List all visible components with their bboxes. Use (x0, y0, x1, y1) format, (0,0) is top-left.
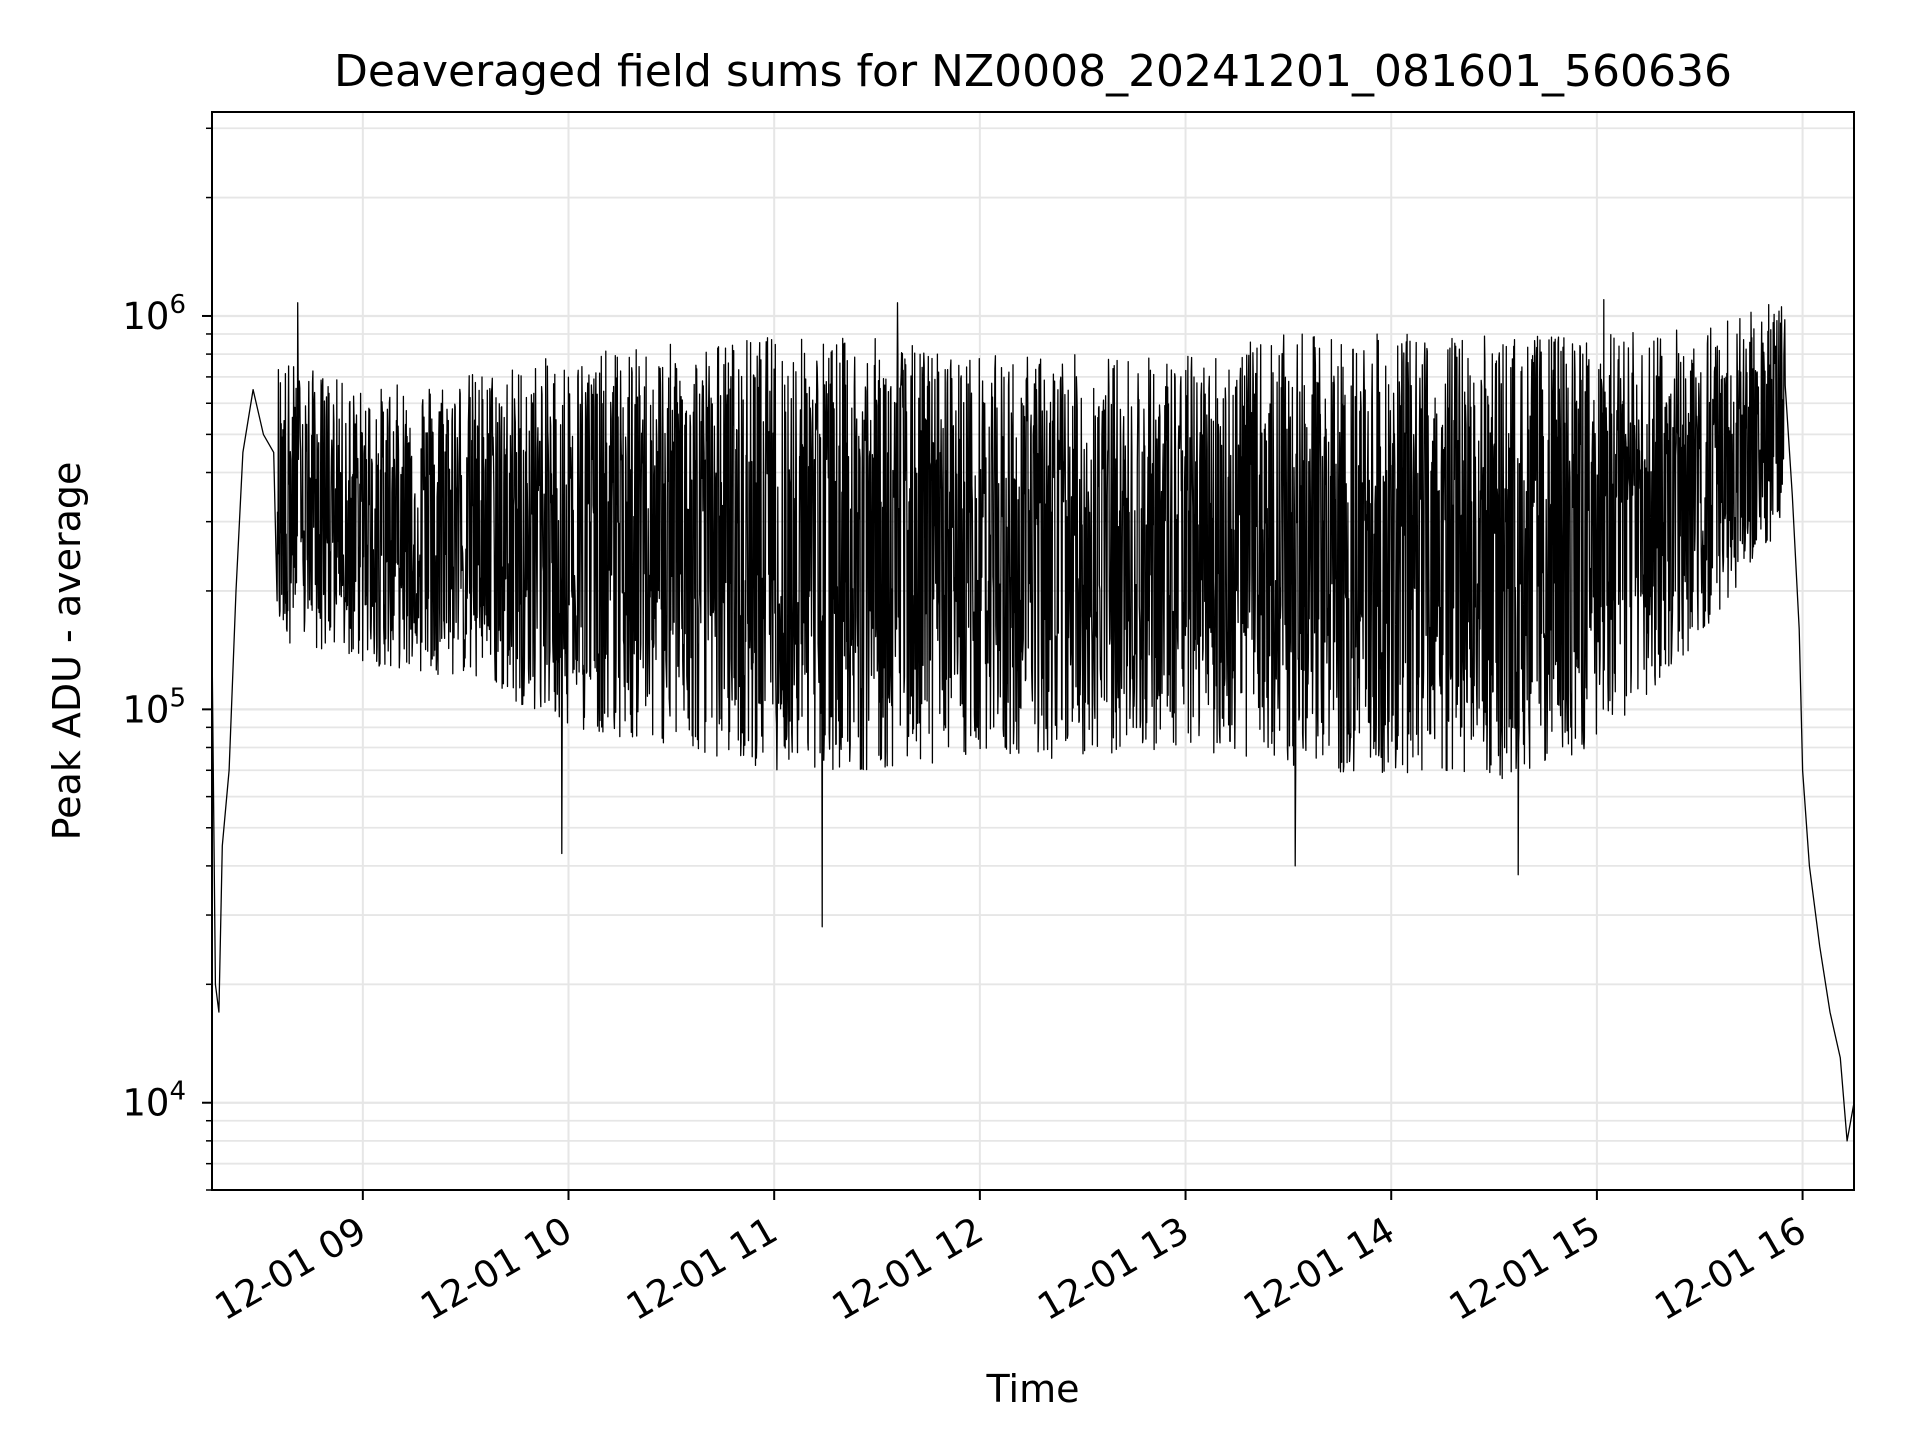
x-axis-label: Time (986, 1367, 1080, 1411)
y-tick-base: 10 (122, 1082, 169, 1125)
y-tick-exponent: 5 (169, 683, 186, 713)
y-axis-label: Peak ADU - average (45, 462, 89, 841)
y-tick-label: 105 (122, 683, 186, 731)
y-tick-label: 106 (122, 290, 186, 338)
y-tick-base: 10 (122, 688, 169, 731)
y-tick-base: 10 (122, 295, 169, 338)
series-line (212, 299, 1854, 1142)
y-tick-exponent: 4 (169, 1077, 186, 1107)
y-tick-exponent: 6 (169, 290, 186, 320)
plot-frame (211, 111, 1855, 1191)
y-tick-label: 104 (122, 1077, 186, 1125)
data-layer (212, 299, 1854, 1142)
chart-title: Deaveraged field sums for NZ0008_2024120… (334, 46, 1732, 97)
